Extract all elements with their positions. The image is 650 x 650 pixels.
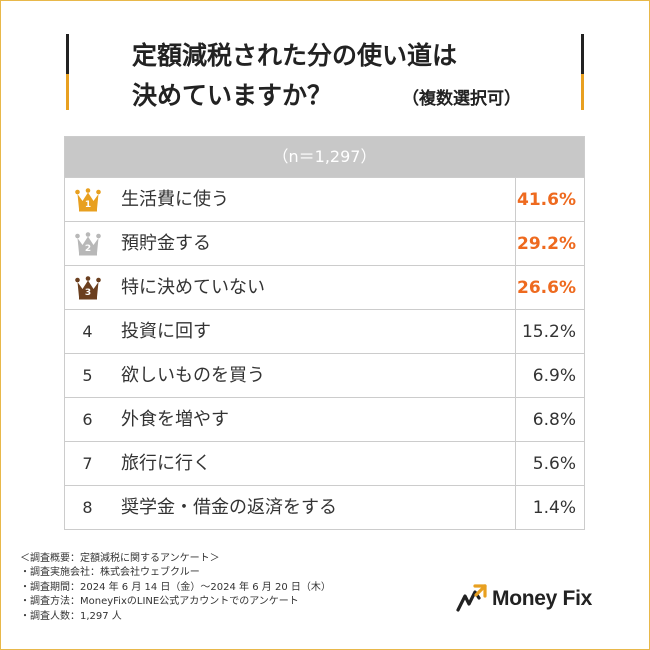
table-row: 5 欲しいものを買う 6.9% (65, 353, 584, 397)
row-label: 特に決めていない (121, 277, 265, 298)
rank-number: 6 (82, 410, 93, 429)
chart-title-line2: 決めていますか？ (132, 81, 333, 110)
value-cell: 5.6% (515, 442, 584, 485)
svg-text:2: 2 (84, 244, 90, 254)
value-cell: 26.6% (515, 266, 584, 309)
svg-text:3: 3 (84, 288, 90, 298)
title-bar-right (581, 34, 584, 110)
moneyfix-logo: Money Fix (456, 582, 626, 616)
note-line: ・調査実施会社：株式会社ウェブクルー (20, 567, 200, 579)
note-line: ・調査期間：2024 年 6 月 14 日（金）～2024 年 6 月 20 日… (20, 581, 331, 593)
row-value: 15.2% (521, 321, 576, 342)
rank-number: 5 (82, 366, 93, 385)
moneyfix-logo-icon (456, 584, 487, 612)
value-cell: 29.2% (515, 222, 584, 265)
crown-rank-3-icon: 3 (65, 266, 110, 309)
title-block: 定額減税された分の使い道は 決めていますか？ （複数選択可） (66, 34, 584, 118)
value-cell: 6.9% (515, 354, 584, 397)
note-line: ＜調査概要：定額減税に関するアンケート＞ (20, 553, 220, 564)
row-value: 26.6% (517, 277, 576, 298)
chart-subtitle: （複数選択可） (402, 89, 521, 109)
value-cell: 1.4% (515, 486, 584, 529)
row-value: 1.4% (532, 497, 576, 518)
ranking-table: （n＝1,297） 1 生活費に使う 41.6% 2 預貯金する 29.2% 3 特に決めてい… (64, 136, 585, 530)
table-row: 7 旅行に行く 5.6% (65, 441, 584, 485)
note-line: ・調査人数：1,297 人 (20, 610, 122, 622)
svg-text:1: 1 (84, 200, 90, 210)
row-label: 投資に回す (121, 321, 211, 342)
row-label: 預貯金する (121, 233, 211, 254)
row-value: 6.8% (532, 409, 576, 430)
value-cell: 6.8% (515, 398, 584, 441)
rank-number: 4 (82, 322, 93, 341)
row-label: 生活費に使う (121, 189, 229, 210)
row-value: 6.9% (532, 365, 576, 386)
rank-number: 8 (82, 498, 93, 517)
row-label: 欲しいものを買う (121, 365, 265, 386)
table-row: 1 生活費に使う 41.6% (65, 177, 584, 221)
survey-notes: ＜調査概要：定額減税に関するアンケート＞ ・調査実施会社：株式会社ウェブクルー … (20, 552, 380, 624)
table-row: 4 投資に回す 15.2% (65, 309, 584, 353)
value-cell: 41.6% (515, 178, 584, 221)
row-label: 奨学金・借金の返済をする (121, 497, 337, 518)
row-value: 41.6% (517, 189, 576, 210)
row-label: 旅行に行く (121, 453, 211, 474)
crown-rank-1-icon: 1 (65, 178, 110, 221)
title-bar-left (66, 34, 69, 110)
table-row: 2 預貯金する 29.2% (65, 221, 584, 265)
row-value: 29.2% (517, 233, 576, 254)
table-row: 6 外食を増やす 6.8% (65, 397, 584, 441)
crown-rank-2-icon: 2 (65, 222, 110, 265)
table-body: 1 生活費に使う 41.6% 2 預貯金する 29.2% 3 特に決めていない 26.6% 4 投資… (65, 177, 584, 529)
logo-text: Money Fix (492, 587, 592, 610)
note-line: ・調査方法：MoneyFixのLINE公式アカウントでのアンケート (20, 596, 299, 608)
row-value: 5.6% (532, 453, 576, 474)
row-label: 外食を増やす (121, 409, 229, 430)
table-row: 3 特に決めていない 26.6% (65, 265, 584, 309)
chart-title-line1: 定額減税された分の使い道は (132, 41, 458, 70)
rank-number: 7 (82, 454, 93, 473)
table-header: （n＝1,297） (65, 137, 584, 177)
table-row: 8 奨学金・借金の返済をする 1.4% (65, 485, 584, 529)
value-cell: 15.2% (515, 310, 584, 353)
